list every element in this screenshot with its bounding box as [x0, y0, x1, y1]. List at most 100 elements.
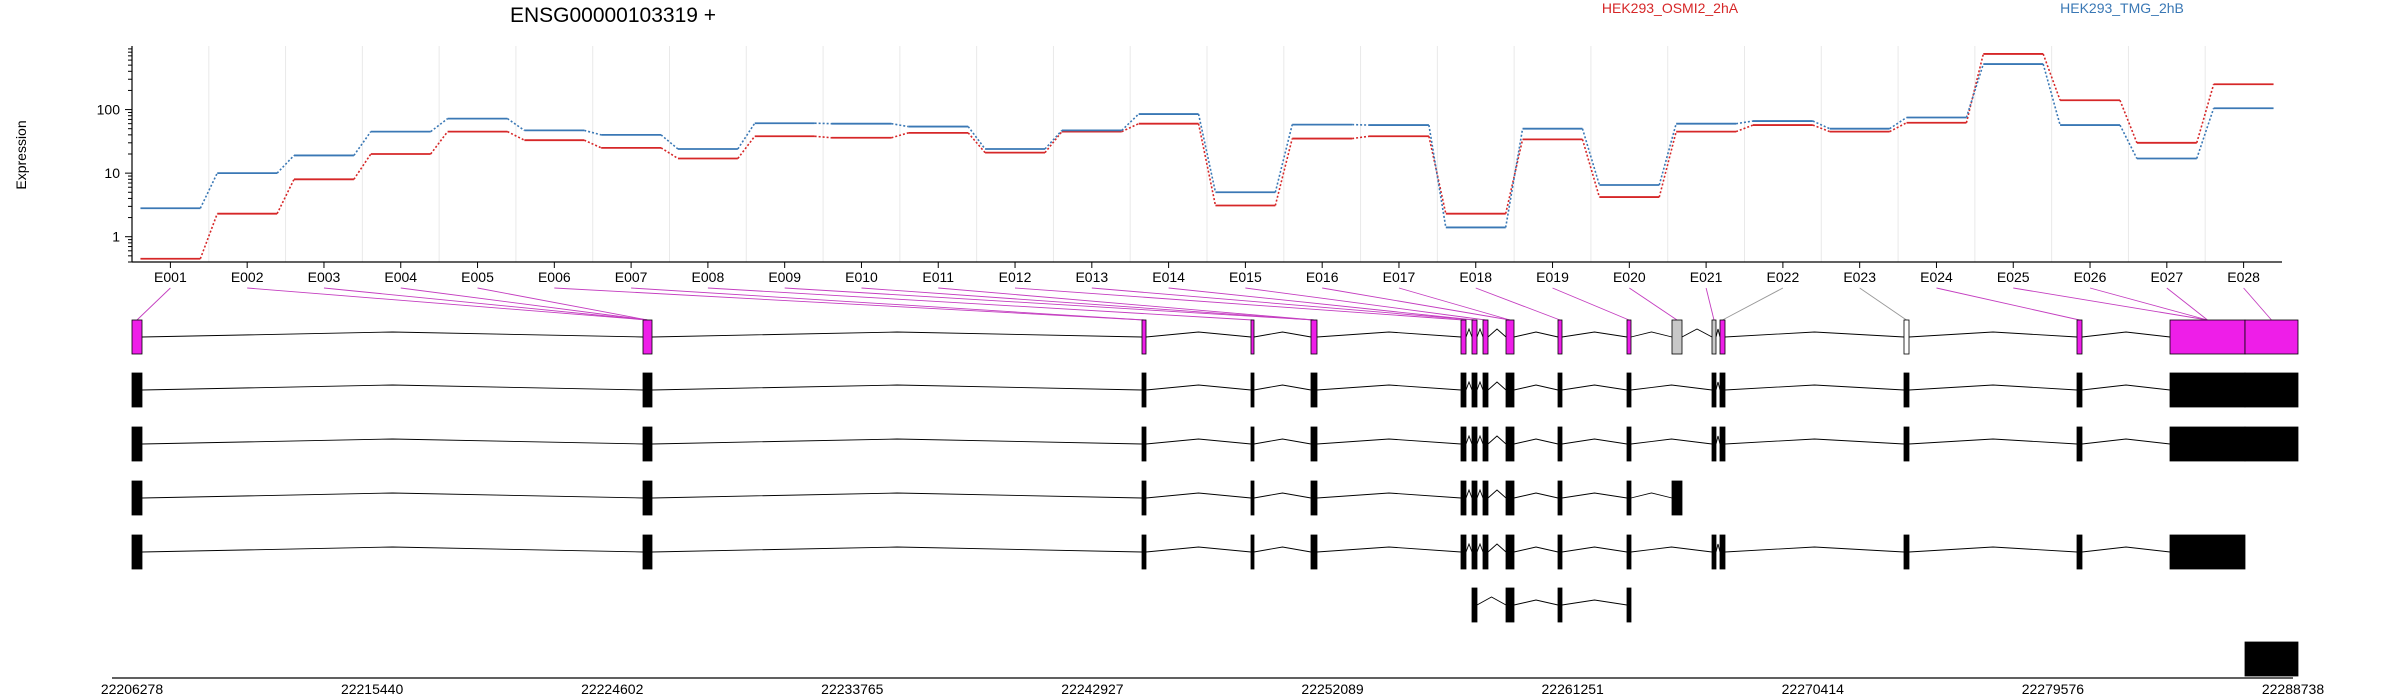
intron-line — [1487, 328, 1507, 338]
exon-block — [2169, 426, 2246, 462]
intron-line — [1316, 546, 1462, 553]
series-connector — [1965, 63, 1985, 118]
exon-link-line — [1722, 287, 1784, 321]
intron-line — [651, 331, 1143, 338]
exon-link-line — [1322, 287, 1511, 321]
series-connector — [1735, 120, 1754, 125]
x-tick-label: E024 — [1920, 269, 1953, 285]
exon-block — [1711, 426, 1717, 462]
exon-link-line — [1091, 287, 1475, 321]
intron-line — [1476, 488, 1484, 499]
exon-block — [1141, 426, 1147, 462]
intron-line — [1513, 384, 1559, 391]
exon-block — [1505, 480, 1515, 516]
intron-line — [2081, 331, 2171, 338]
series-connector — [353, 131, 372, 156]
y-tick-label: 100 — [97, 102, 121, 118]
exon-block — [1471, 372, 1478, 408]
legend-series-2: HEK293_TMG_2hB — [2060, 0, 2184, 16]
exon-block — [1460, 372, 1467, 408]
intron-line — [1724, 546, 1905, 553]
intron-line — [1253, 384, 1312, 391]
genome-tick-label: 22288738 — [2262, 681, 2325, 697]
x-tick-label: E020 — [1613, 269, 1646, 285]
exon-block — [642, 534, 653, 570]
series-connector — [737, 135, 756, 159]
intron-line — [1630, 492, 1673, 499]
intron-line — [1487, 435, 1507, 445]
exon-block — [1482, 534, 1489, 570]
series-connector — [1121, 122, 1140, 133]
exon-block — [1505, 587, 1515, 623]
intron-line — [1561, 599, 1628, 606]
exon-block — [1250, 372, 1255, 408]
series-connector — [1352, 135, 1370, 140]
exon-link-line — [400, 287, 648, 321]
exon-link-line — [2013, 287, 2208, 321]
exon-link-line — [1552, 287, 1630, 321]
gene-model: 22206278 22215440 22224602 22233765 22242927… — [101, 287, 2325, 697]
exon-block — [1626, 534, 1632, 570]
exon-block — [2169, 534, 2246, 570]
exon-block — [1719, 534, 1726, 570]
exon-block — [131, 319, 143, 355]
exon-block — [1711, 534, 1717, 570]
series-connector — [1658, 131, 1677, 198]
exon-block — [1482, 372, 1489, 408]
exon-block — [1626, 426, 1632, 462]
exon-block — [2169, 372, 2246, 408]
exon-link-line — [477, 287, 648, 321]
intron-line — [1465, 488, 1473, 499]
exon-link-line — [2089, 287, 2208, 321]
intron-line — [1476, 542, 1484, 553]
intron-line — [2081, 546, 2171, 553]
x-tick-label: E011 — [922, 269, 954, 285]
exon-block — [1903, 534, 1910, 570]
exon-link-line — [2166, 287, 2208, 321]
exon-block — [1557, 534, 1563, 570]
exon-block — [1141, 534, 1147, 570]
exon-block — [1482, 480, 1489, 516]
exon-link-line — [784, 287, 1315, 321]
x-tick-label: E006 — [538, 269, 571, 285]
intron-line — [1145, 438, 1252, 445]
exon-block — [2076, 426, 2083, 462]
intron-line — [1476, 380, 1484, 391]
x-tick-label: E026 — [2074, 269, 2107, 285]
intron-line — [651, 492, 1143, 499]
intron-line — [141, 546, 644, 553]
chart-title: ENSG00000103319 + — [510, 4, 716, 27]
intron-line — [1465, 380, 1473, 391]
exon-link-line — [1475, 287, 1561, 321]
x-tick-label: E015 — [1229, 269, 1262, 285]
exon-link-line — [1629, 287, 1678, 321]
exon-block — [1310, 426, 1318, 462]
series-connector — [353, 153, 372, 180]
exon-block — [1505, 319, 1515, 355]
exon-link-line — [1705, 287, 1715, 321]
intron-line — [651, 438, 1143, 445]
exon-block — [131, 534, 143, 570]
intron-line — [141, 331, 644, 338]
exon-block — [1719, 319, 1726, 355]
series-connector — [1504, 139, 1524, 214]
exon-block — [1719, 372, 1726, 408]
intron-line — [1513, 331, 1559, 338]
x-tick-label: E002 — [231, 269, 264, 285]
intron-line — [1908, 438, 2078, 445]
exon-block — [1626, 319, 1632, 355]
series-connector — [1428, 136, 1447, 214]
series-connector — [1812, 124, 1831, 133]
intron-line — [1145, 546, 1252, 553]
exon-block — [1505, 372, 1515, 408]
series-connector — [891, 132, 909, 139]
intron-line — [1487, 489, 1507, 499]
series-connector — [814, 135, 832, 139]
genome-tick-label: 22270414 — [1782, 681, 1845, 697]
exon-block — [1482, 426, 1489, 462]
intron-line — [1724, 331, 1905, 338]
plot-area: 1 10 100 E001 E002 E003 E004 E005 E006 E007 E008 E0… — [97, 46, 2282, 285]
exon-block — [1626, 587, 1632, 623]
exon-block — [131, 480, 143, 516]
